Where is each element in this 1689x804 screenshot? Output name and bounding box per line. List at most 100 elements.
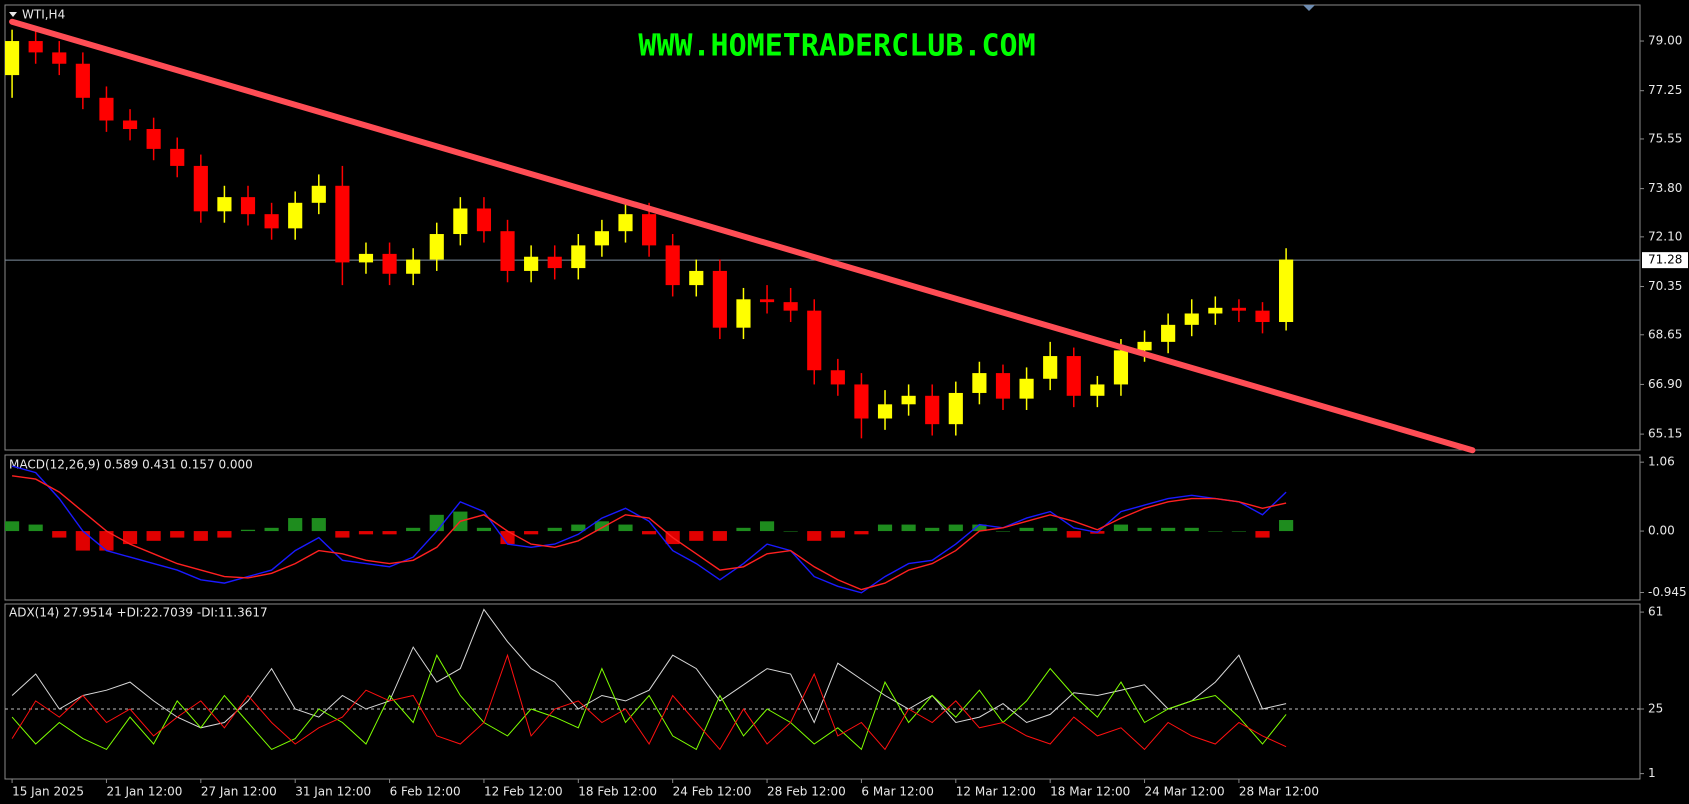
histogram-bar	[476, 527, 492, 532]
histogram-bar	[264, 527, 279, 532]
candle-body	[665, 245, 680, 286]
y-tick-label: 68.65	[1648, 327, 1682, 341]
histogram-bar	[1161, 527, 1176, 532]
y-tick-label: 73.80	[1648, 181, 1682, 195]
pane-menu-icon[interactable]	[9, 12, 17, 17]
trendline	[9, 18, 1476, 454]
histogram-bar	[406, 527, 421, 532]
candle-body	[854, 384, 869, 419]
indicator-line	[11, 653, 1287, 751]
histogram-bar	[877, 524, 893, 532]
histogram-bar	[783, 531, 798, 532]
candle-body	[52, 52, 67, 64]
histogram-bar	[1137, 527, 1152, 532]
candle-body	[453, 208, 468, 235]
histogram-bar	[854, 531, 869, 535]
candle-body	[429, 234, 444, 260]
x-tick-label: 28 Feb 12:00	[767, 785, 846, 799]
candle-body	[240, 197, 256, 215]
x-tick-label: 18 Mar 12:00	[1050, 785, 1130, 799]
histogram-bar	[689, 531, 704, 541]
histogram-bar	[500, 531, 515, 545]
histogram-bar	[382, 531, 397, 535]
candle-body	[500, 231, 515, 271]
histogram-bar	[736, 527, 751, 532]
histogram-bar	[240, 529, 256, 532]
histogram-bar	[1208, 531, 1223, 532]
candle-body	[995, 373, 1011, 399]
candle-body	[122, 120, 138, 130]
histogram-bar	[52, 531, 67, 538]
y-tick-label: 70.35	[1648, 279, 1682, 293]
candle-body	[476, 208, 492, 232]
histogram-bar	[524, 531, 539, 535]
y-tick-label: 25	[1648, 702, 1663, 716]
candle-body	[99, 97, 114, 121]
candle-body	[288, 202, 303, 229]
y-tick-label: 61	[1648, 605, 1663, 619]
price-pane	[4, 4, 1641, 451]
histogram-bar	[217, 531, 232, 538]
current-price-box	[1642, 252, 1688, 269]
candle-body	[335, 185, 350, 263]
histogram-bar	[1231, 531, 1246, 532]
candle-body	[618, 214, 633, 232]
histogram-bar	[75, 531, 90, 551]
y-tick-label: 72.10	[1648, 229, 1682, 243]
candle-body	[311, 185, 326, 203]
candle-body	[807, 310, 822, 371]
histogram-bar	[807, 531, 822, 541]
y-tick-label: 77.25	[1648, 83, 1682, 97]
candle-body	[1019, 378, 1034, 399]
histogram-bar	[358, 531, 374, 535]
histogram-bar	[170, 531, 185, 538]
candle-body	[524, 256, 539, 271]
candle-body	[1137, 341, 1152, 351]
x-tick-label: 24 Mar 12:00	[1145, 785, 1225, 799]
histogram-bar	[571, 524, 586, 532]
x-tick-label: 6 Mar 12:00	[861, 785, 934, 799]
candle-body	[547, 256, 562, 269]
candle-body	[925, 395, 940, 425]
candle-body	[594, 231, 609, 246]
candle-body	[736, 299, 751, 328]
histogram-bar	[759, 521, 775, 532]
candle-body	[1255, 310, 1270, 323]
candle-body	[1184, 313, 1199, 325]
candle-body	[759, 299, 775, 303]
histogram-bar	[99, 531, 114, 551]
watermark: WWW.HOMETRADERCLUB.COM	[638, 29, 1035, 64]
y-tick-label: 0.00	[1648, 524, 1675, 538]
histogram-bar	[1184, 527, 1199, 532]
candle-body	[571, 245, 586, 269]
candle-body	[783, 302, 798, 311]
histogram-bar	[429, 514, 444, 532]
y-tick-label: -0.945	[1648, 585, 1687, 599]
candle-body	[406, 259, 421, 274]
x-tick-label: 21 Jan 12:00	[106, 785, 182, 799]
x-tick-label: 12 Feb 12:00	[484, 785, 563, 799]
histogram-bar	[1019, 527, 1034, 532]
candle-body	[5, 41, 20, 76]
x-tick-label: 6 Feb 12:00	[390, 785, 461, 799]
shift-marker	[1303, 5, 1315, 11]
x-tick-label: 18 Feb 12:00	[578, 785, 657, 799]
x-tick-label: 12 Mar 12:00	[956, 785, 1036, 799]
x-tick-label: 15 Jan 2025	[12, 785, 84, 799]
candle-body	[689, 270, 704, 286]
symbol-label: WTI,H4	[22, 8, 65, 22]
candle-body	[877, 404, 893, 419]
histogram-bar	[712, 531, 727, 541]
histogram-bar	[1043, 527, 1058, 532]
candle-body	[1090, 384, 1105, 396]
histogram-bar	[995, 531, 1011, 532]
histogram-bar	[948, 524, 963, 532]
candle-body	[193, 165, 208, 212]
histogram-bar	[925, 527, 940, 532]
candle-body	[948, 392, 963, 425]
candle-body	[1161, 324, 1176, 342]
indicator-line	[11, 465, 1287, 594]
candle-body	[972, 373, 987, 393]
histogram-bar	[5, 521, 20, 532]
histogram-bar	[288, 518, 303, 532]
